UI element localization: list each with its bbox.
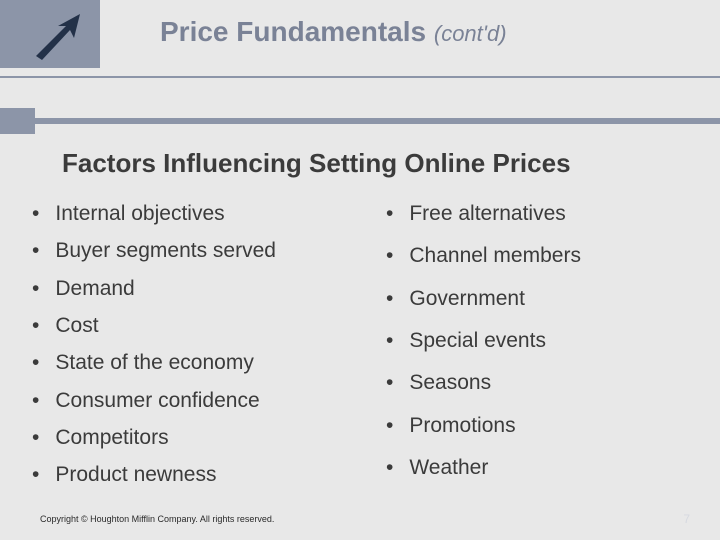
left-column: • Internal objectives • Buyer segments ser… — [32, 200, 372, 499]
divider-thick — [0, 118, 720, 124]
item-text: Demand — [55, 275, 134, 303]
bullet-icon: • — [32, 424, 39, 452]
right-column: • Free alternatives • Channel members • Gov… — [386, 200, 696, 499]
item-text: Government — [409, 285, 525, 313]
page-number: 7 — [683, 512, 690, 526]
list-item: • Seasons — [386, 369, 696, 397]
list-item: • Special events — [386, 327, 696, 355]
item-text: State of the economy — [55, 349, 253, 377]
list-item: • Promotions — [386, 412, 696, 440]
list-item: • Competitors — [32, 424, 372, 452]
arrow-icon — [30, 8, 86, 64]
bullet-icon: • — [386, 200, 393, 228]
item-text: Seasons — [409, 369, 491, 397]
divider-thin — [0, 76, 720, 78]
item-text: Channel members — [409, 242, 581, 270]
bullet-icon: • — [32, 312, 39, 340]
item-text: Promotions — [409, 412, 515, 440]
list-item: • Cost — [32, 312, 372, 340]
list-item: • Government — [386, 285, 696, 313]
bullet-icon: • — [32, 349, 39, 377]
title-suffix: (cont'd) — [434, 21, 507, 46]
copyright-text: Copyright © Houghton Mifflin Company. Al… — [40, 514, 274, 524]
item-text: Product newness — [55, 461, 216, 489]
bullet-icon: • — [32, 200, 39, 228]
bullet-icon: • — [32, 275, 39, 303]
list-item: • Buyer segments served — [32, 237, 372, 265]
bullet-icon: • — [386, 412, 393, 440]
bullet-icon: • — [386, 369, 393, 397]
slide-title: Price Fundamentals (cont'd) — [160, 16, 507, 48]
divider-left-block — [0, 108, 35, 134]
item-text: Free alternatives — [409, 200, 565, 228]
item-text: Consumer confidence — [55, 387, 259, 415]
slide: Price Fundamentals (cont'd) Factors Infl… — [0, 0, 720, 540]
bullet-icon: • — [386, 454, 393, 482]
subtitle: Factors Influencing Setting Online Price… — [62, 148, 571, 179]
item-text: Buyer segments served — [55, 237, 276, 265]
item-text: Weather — [409, 454, 488, 482]
list-item: • Consumer confidence — [32, 387, 372, 415]
list-item: • Weather — [386, 454, 696, 482]
item-text: Competitors — [55, 424, 168, 452]
bullet-icon: • — [32, 237, 39, 265]
content-columns: • Internal objectives • Buyer segments ser… — [0, 200, 720, 499]
list-item: • State of the economy — [32, 349, 372, 377]
item-text: Special events — [409, 327, 546, 355]
header-band: Price Fundamentals (cont'd) — [0, 0, 720, 68]
bullet-icon: • — [386, 242, 393, 270]
title-main: Price Fundamentals — [160, 16, 426, 47]
bullet-icon: • — [32, 387, 39, 415]
list-item: • Product newness — [32, 461, 372, 489]
arrow-block — [0, 0, 100, 68]
list-item: • Free alternatives — [386, 200, 696, 228]
bullet-icon: • — [32, 461, 39, 489]
list-item: • Internal objectives — [32, 200, 372, 228]
list-item: • Demand — [32, 275, 372, 303]
item-text: Cost — [55, 312, 98, 340]
item-text: Internal objectives — [55, 200, 224, 228]
bullet-icon: • — [386, 285, 393, 313]
list-item: • Channel members — [386, 242, 696, 270]
bullet-icon: • — [386, 327, 393, 355]
